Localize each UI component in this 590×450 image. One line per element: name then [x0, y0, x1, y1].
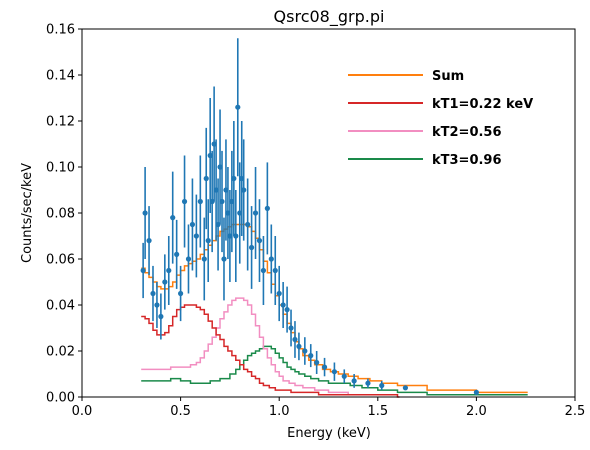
data-point: [150, 290, 156, 297]
series-line-kt2-0-56: [141, 297, 380, 396]
legend-label: kT3=0.96: [432, 153, 502, 168]
data-point: [233, 233, 239, 239]
x-axis-label: Energy (keV): [287, 426, 371, 441]
data-point: [221, 256, 227, 262]
y-tick-label: 0.12: [46, 115, 75, 130]
data-point: [308, 353, 314, 359]
data-point: [235, 104, 241, 110]
x-tick-label: 2.0: [466, 404, 487, 419]
data-point: [231, 175, 237, 182]
data-point: [174, 251, 180, 257]
y-tick-label: 0.06: [46, 253, 75, 268]
data-point: [341, 373, 347, 379]
data-point: [351, 378, 357, 384]
chart-title: Qsrc08_grp.pi: [274, 7, 385, 27]
legend-label: kT2=0.56: [432, 125, 502, 140]
data-point: [331, 369, 338, 375]
data-point: [284, 307, 290, 313]
data-point: [193, 233, 199, 239]
data-point: [189, 221, 196, 228]
data-point: [321, 364, 328, 370]
data-point: [170, 215, 176, 221]
data-point: [252, 210, 259, 216]
data-point: [158, 313, 164, 320]
y-tick-label: 0.02: [46, 345, 75, 360]
data-point: [142, 210, 148, 216]
x-tick-label: 0.5: [170, 404, 191, 419]
y-tick-label: 0.08: [46, 207, 75, 222]
data-point: [276, 290, 282, 297]
data-point: [205, 238, 211, 244]
y-axis-label: Counts/sec/keV: [20, 163, 35, 263]
y-tick-label: 0.04: [46, 299, 75, 314]
data-point: [245, 221, 251, 228]
series-line-kt3-0-96: [141, 345, 528, 396]
data-point: [162, 279, 168, 285]
data-point: [264, 205, 270, 211]
data-point: [166, 267, 172, 274]
legend-label: kT1=0.22 keV: [432, 97, 533, 112]
x-tick-label: 2.5: [565, 404, 586, 419]
data-point: [473, 389, 479, 395]
data-point: [365, 380, 371, 386]
x-tick-label: 0.0: [72, 404, 93, 419]
data-point: [292, 336, 298, 343]
data-point: [379, 382, 385, 389]
data-point: [154, 302, 160, 308]
series-line-kt1-0-22-kev: [141, 304, 400, 398]
data-point: [288, 325, 294, 331]
data-point: [256, 238, 263, 244]
data-point: [178, 290, 184, 297]
data-point: [280, 302, 286, 308]
legend: Sum kT1=0.22 keV kT2=0.56 kT3=0.96: [348, 69, 533, 168]
data-point: [146, 238, 152, 244]
data-point: [296, 343, 302, 349]
data-point: [140, 267, 146, 274]
y-tick-label: 0.00: [46, 391, 75, 406]
y-tick-label: 0.10: [46, 161, 75, 176]
data-point: [181, 198, 188, 205]
plot-area: [140, 38, 528, 398]
x-tick-label: 1.5: [367, 404, 388, 419]
data-point: [272, 267, 278, 274]
data-point: [197, 198, 203, 205]
data-point: [402, 385, 409, 391]
data-point: [185, 256, 192, 262]
y-tick-label: 0.16: [46, 23, 75, 38]
data-point: [260, 267, 267, 274]
y-tick-label: 0.14: [46, 69, 75, 84]
data-point: [248, 244, 255, 251]
axes: 0.0 0.5 1.0 1.5 2.0 2.5 0.00 0.02 0.04 0.06 0.08 0.…: [46, 23, 585, 420]
x-tick-label: 1.0: [269, 404, 290, 419]
data-point: [201, 256, 207, 262]
data-point: [219, 198, 225, 205]
data-point: [268, 256, 274, 262]
data-point: [314, 359, 320, 366]
legend-label: Sum: [432, 69, 464, 84]
data-point: [203, 175, 209, 182]
data-point: [241, 187, 247, 193]
data-point: [302, 348, 308, 354]
